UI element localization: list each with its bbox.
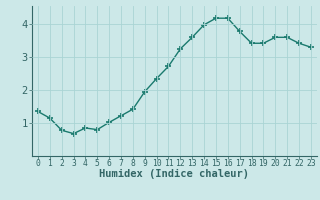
X-axis label: Humidex (Indice chaleur): Humidex (Indice chaleur)	[100, 169, 249, 179]
